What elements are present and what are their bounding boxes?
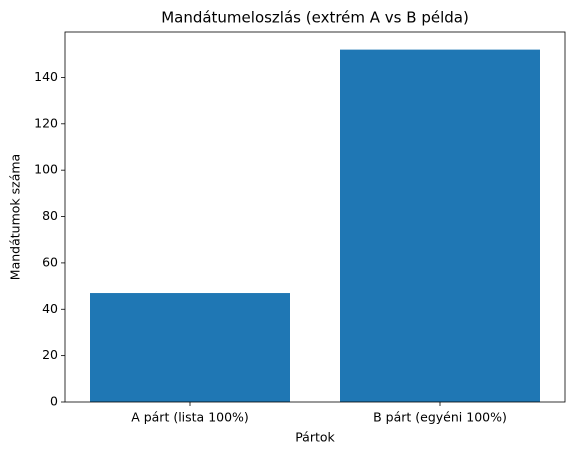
bar xyxy=(340,49,540,402)
bar xyxy=(90,293,290,402)
y-axis-label: Mandátumok száma xyxy=(8,154,23,280)
x-axis-label: Pártok xyxy=(295,430,335,445)
axes-frame xyxy=(64,31,566,403)
y-tick-label: 80 xyxy=(42,208,58,223)
x-tick-label: B párt (egyéni 100%) xyxy=(373,410,507,425)
y-tick-label: 100 xyxy=(34,162,58,177)
chart-title: Mandátumeloszlás (extrém A vs B példa) xyxy=(161,9,469,27)
y-tick-label: 0 xyxy=(50,394,58,409)
y-tick-label: 120 xyxy=(34,115,58,130)
y-tick-label: 140 xyxy=(34,69,58,84)
y-tick-label: 20 xyxy=(42,347,58,362)
y-tick-label: 40 xyxy=(42,301,58,316)
y-tick-label: 60 xyxy=(42,254,58,269)
x-tick-label: A párt (lista 100%) xyxy=(131,410,249,425)
